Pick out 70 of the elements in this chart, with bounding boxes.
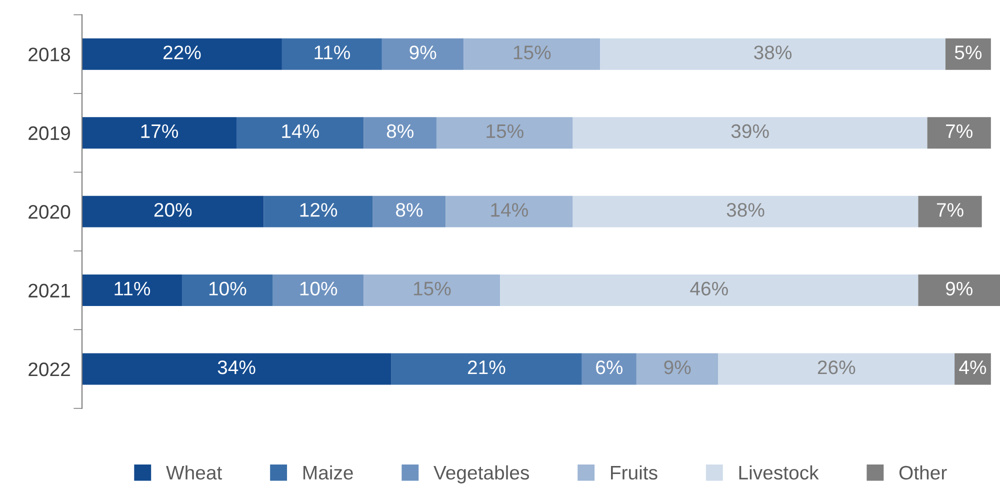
data-label: 38% (726, 203, 764, 217)
bar (182, 274, 273, 306)
bar (82, 38, 282, 70)
data-label: 7% (936, 203, 964, 217)
data-label: 8% (396, 203, 423, 217)
data-label: 11% (314, 46, 350, 60)
data-label: 10% (300, 282, 338, 296)
legend-label: Vegetables (434, 465, 529, 484)
data-label: 11% (114, 282, 150, 296)
bar (264, 196, 373, 228)
data-label: 4% (959, 360, 986, 374)
legend-label: Maize (303, 465, 353, 480)
bar (372, 196, 446, 228)
data-label: 6% (596, 360, 623, 374)
data-label: 9% (410, 46, 436, 60)
bar (272, 274, 364, 306)
bar (600, 38, 946, 70)
bar (582, 353, 636, 385)
data-label: 9% (946, 282, 972, 296)
bar (464, 38, 600, 70)
bar (391, 353, 582, 385)
bar (918, 274, 1000, 306)
data-label: 12% (300, 203, 338, 217)
bar (82, 117, 237, 149)
data-label: 38% (754, 46, 792, 60)
bar (364, 117, 436, 149)
legend-label: Fruits (611, 465, 658, 480)
data-label: 7% (946, 124, 972, 138)
data-label: 15% (514, 46, 551, 60)
legend-label: Wheat (166, 465, 222, 480)
data-label: 5% (954, 46, 982, 60)
legend-label: Livestock (739, 465, 819, 480)
bar (500, 274, 918, 306)
y-tick-label: 2020 (28, 205, 70, 219)
y-tick-label: 2019 (28, 126, 70, 140)
data-label: 22% (164, 46, 201, 60)
bar (446, 196, 573, 228)
data-label: 14% (491, 203, 528, 217)
bar (436, 117, 573, 149)
data-label: 14% (282, 124, 319, 138)
data-label: 15% (414, 282, 451, 296)
data-label: 8% (386, 124, 414, 138)
bar (282, 38, 382, 70)
bar (945, 38, 991, 70)
data-label: 20% (154, 203, 192, 217)
y-tick-label: 2018 (28, 48, 70, 62)
bar (82, 353, 392, 385)
y-tick-label: 2021 (28, 284, 70, 298)
bar (382, 38, 464, 70)
legend-label: Other (899, 465, 947, 480)
data-label: 15% (486, 124, 524, 138)
bar (918, 196, 982, 228)
bar (364, 274, 500, 306)
data-label: 39% (731, 124, 769, 138)
bar (636, 353, 718, 385)
data-label: 34% (218, 360, 256, 374)
bar (82, 274, 182, 306)
y-tick-label: 2022 (28, 362, 70, 376)
bar (718, 353, 955, 385)
data-label: 9% (664, 360, 691, 374)
bar (572, 117, 928, 149)
data-label: 17% (141, 124, 178, 138)
data-label: 21% (468, 360, 506, 374)
data-label: 10% (209, 282, 246, 296)
bar (82, 196, 264, 228)
bar (236, 117, 364, 149)
bar (927, 117, 991, 149)
bar (572, 196, 918, 228)
data-label: 46% (690, 282, 728, 296)
data-label: 26% (818, 360, 856, 374)
